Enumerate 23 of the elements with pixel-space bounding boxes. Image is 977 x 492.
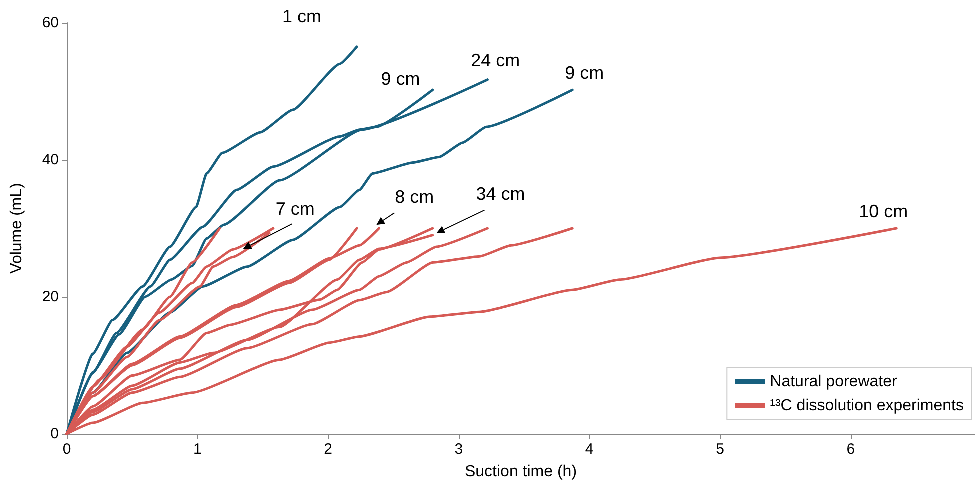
x-axis-title: Suction time (h) <box>464 464 578 480</box>
legend-label: ¹³C dissolution experiments <box>770 398 964 414</box>
x-tick-label: 4 <box>585 441 594 458</box>
annotation: 34 cm <box>476 184 526 204</box>
annotation: 24 cm <box>471 50 520 71</box>
y-axis-title: Volume (mL) <box>8 183 26 274</box>
annotation: 1 cm <box>282 6 322 27</box>
annotation: 7 cm <box>276 198 315 219</box>
annotation: 9 cm <box>381 68 420 89</box>
x-tick-label: 6 <box>846 441 856 458</box>
y-tick-label: 0 <box>50 426 59 442</box>
y-tick-label: 40 <box>42 152 59 168</box>
annotation: 9 cm <box>565 62 604 83</box>
legend-label: Natural porewater <box>770 374 898 390</box>
x-tick-label: 5 <box>716 441 724 458</box>
x-tick-label: 3 <box>454 441 464 458</box>
annotation: 8 cm <box>395 186 434 207</box>
x-tick-label: 2 <box>324 441 332 458</box>
y-tick-label: 60 <box>42 14 59 32</box>
x-tick-label: 1 <box>193 441 202 458</box>
y-tick-label: 20 <box>42 288 59 306</box>
annotation: 10 cm <box>859 201 908 222</box>
x-tick-label: 0 <box>62 441 72 458</box>
